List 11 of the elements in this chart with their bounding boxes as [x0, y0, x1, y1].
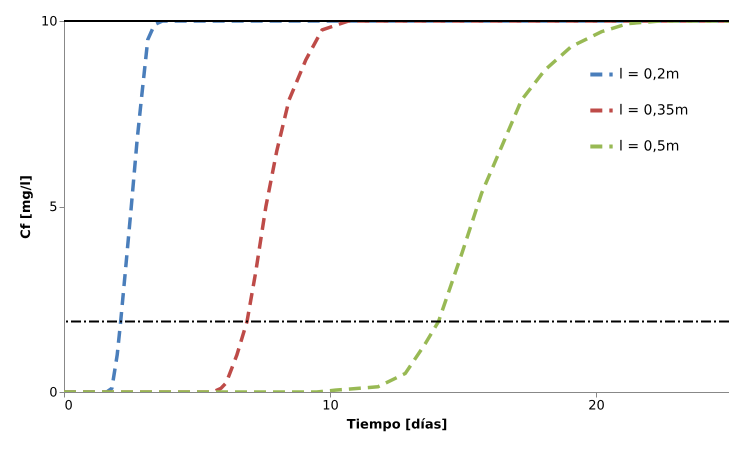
legend-label: l = 0,5m — [619, 138, 680, 154]
y-tick-label: 0 — [49, 386, 58, 400]
y-tick-label: 5 — [49, 200, 58, 215]
x-tick-label: 20 — [588, 398, 605, 414]
y-axis-title: Cf [mg/l] — [18, 175, 34, 239]
x-axis-title: Tiempo [días] — [346, 418, 448, 432]
x-tick-label: 0 — [64, 398, 73, 414]
legend-label: l = 0,35m — [619, 102, 688, 118]
legend-label: l = 0,2m — [619, 66, 680, 82]
y-tick-label: 10 — [40, 14, 58, 30]
x-tick-label: 10 — [322, 398, 339, 414]
